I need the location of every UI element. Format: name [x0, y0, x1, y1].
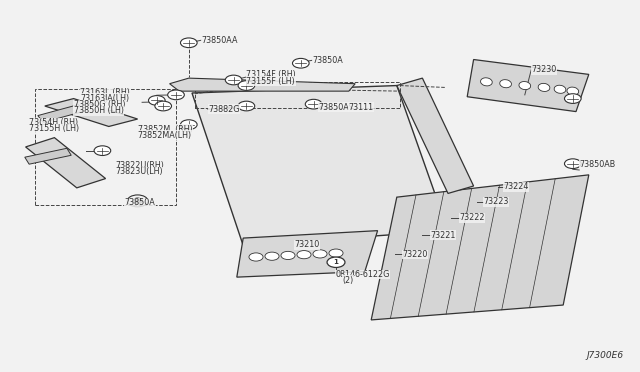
Circle shape	[155, 101, 172, 111]
Polygon shape	[26, 138, 106, 188]
Text: 73224: 73224	[504, 182, 529, 191]
Text: 73155F (LH): 73155F (LH)	[246, 77, 295, 86]
Text: 73850G (RH): 73850G (RH)	[74, 100, 125, 109]
Text: 73822U(RH): 73822U(RH)	[115, 161, 164, 170]
Text: 73852MA(LH): 73852MA(LH)	[138, 131, 192, 140]
Polygon shape	[397, 78, 474, 193]
Circle shape	[305, 99, 322, 109]
Text: 73111: 73111	[349, 103, 374, 112]
Circle shape	[180, 38, 197, 48]
Text: 73163JA(LH): 73163JA(LH)	[80, 94, 129, 103]
Text: 73850AB: 73850AB	[579, 160, 616, 169]
Circle shape	[225, 75, 242, 85]
Text: 1: 1	[333, 259, 339, 265]
Text: J7300E6: J7300E6	[587, 351, 624, 360]
Ellipse shape	[538, 83, 550, 92]
Text: 73154F (RH): 73154F (RH)	[246, 70, 296, 79]
Circle shape	[281, 251, 295, 260]
Circle shape	[238, 81, 255, 90]
Polygon shape	[170, 78, 355, 91]
Text: 73823U(LH): 73823U(LH)	[115, 167, 163, 176]
Circle shape	[238, 101, 255, 111]
Ellipse shape	[519, 81, 531, 90]
Text: 73221: 73221	[431, 231, 456, 240]
Text: 73223: 73223	[483, 197, 509, 206]
Polygon shape	[371, 175, 589, 320]
Text: 73230: 73230	[531, 65, 556, 74]
Circle shape	[148, 96, 165, 105]
Polygon shape	[192, 86, 448, 246]
Circle shape	[180, 120, 197, 129]
Text: 73852M  (RH): 73852M (RH)	[138, 125, 193, 134]
Text: 08146-6122G: 08146-6122G	[335, 270, 390, 279]
Circle shape	[327, 257, 345, 267]
Circle shape	[292, 58, 309, 68]
Text: 73155H (LH): 73155H (LH)	[29, 124, 79, 133]
Text: 73850A: 73850A	[312, 56, 343, 65]
Circle shape	[249, 253, 263, 261]
Polygon shape	[45, 99, 138, 126]
Text: (2): (2)	[342, 276, 354, 285]
Ellipse shape	[567, 87, 579, 95]
Bar	[35, 89, 176, 205]
Text: 73220: 73220	[402, 250, 428, 259]
Circle shape	[329, 249, 343, 257]
Text: 73850A: 73850A	[125, 198, 156, 207]
Text: 73850A: 73850A	[318, 103, 349, 112]
Polygon shape	[237, 231, 378, 277]
Circle shape	[297, 251, 311, 259]
Polygon shape	[25, 148, 71, 164]
Text: 73222: 73222	[460, 213, 485, 222]
Text: 73210: 73210	[294, 240, 319, 249]
Circle shape	[313, 250, 327, 258]
Circle shape	[265, 252, 279, 260]
Bar	[195, 82, 400, 108]
Ellipse shape	[554, 85, 566, 93]
Text: 73(54H (RH): 73(54H (RH)	[29, 118, 78, 127]
Text: 73882G: 73882G	[208, 105, 239, 114]
Ellipse shape	[481, 78, 492, 86]
Polygon shape	[467, 60, 589, 112]
Text: 73850H (LH): 73850H (LH)	[74, 106, 124, 115]
Circle shape	[132, 198, 143, 204]
Circle shape	[564, 94, 581, 103]
Text: 73163J  (RH): 73163J (RH)	[80, 88, 130, 97]
Ellipse shape	[500, 80, 511, 88]
Circle shape	[564, 159, 581, 169]
Circle shape	[94, 146, 111, 155]
Polygon shape	[38, 105, 84, 122]
Circle shape	[168, 90, 184, 100]
Text: 73850AA: 73850AA	[202, 36, 238, 45]
